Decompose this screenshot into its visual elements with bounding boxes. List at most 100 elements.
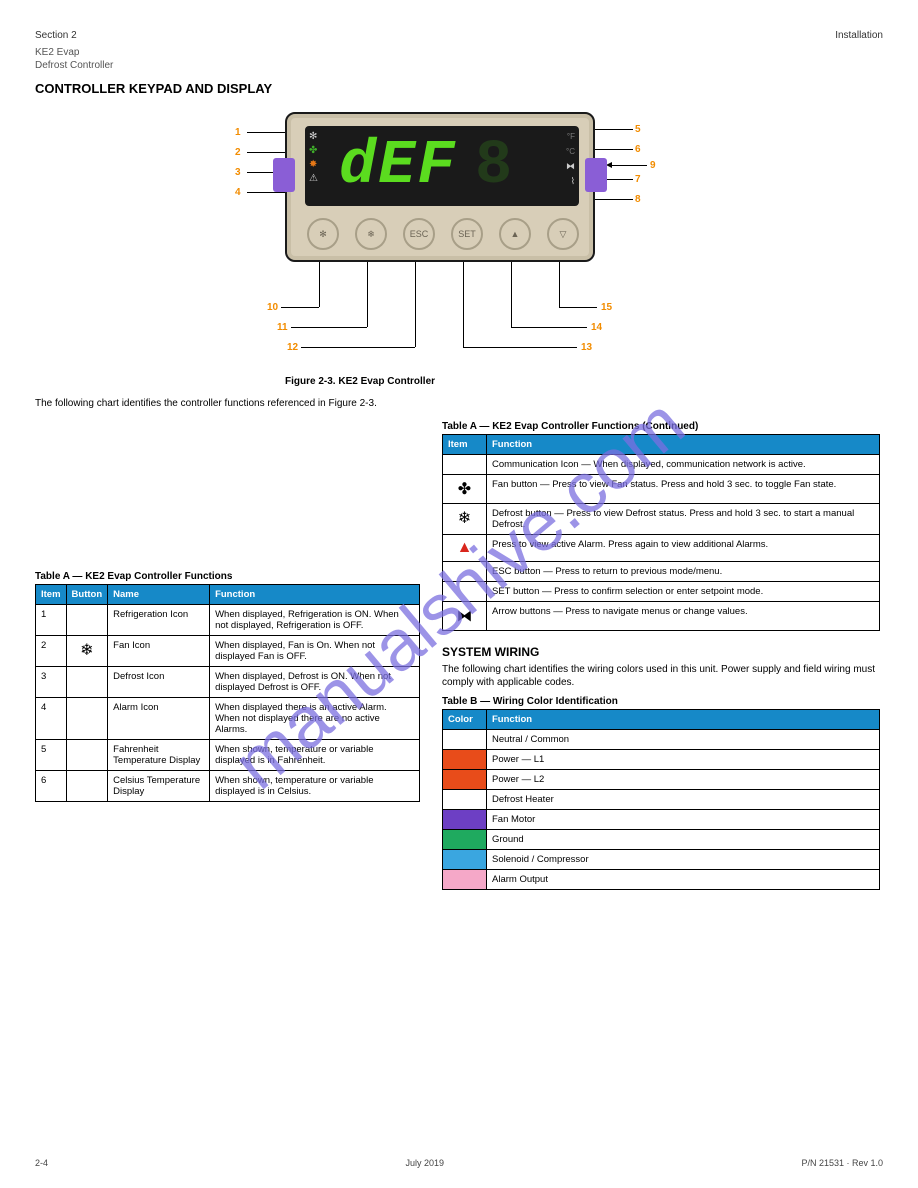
alarm-icon: ▲ [443, 534, 487, 561]
callout-line [611, 165, 647, 166]
callout-13: 13 [581, 342, 592, 353]
callout-line [281, 307, 319, 308]
alarm-icon: ⚠ [309, 174, 318, 184]
deg-c-label: °C [566, 147, 575, 156]
callout-11: 11 [277, 322, 288, 333]
page-header-bar: Section 2 Installation [35, 30, 883, 41]
cell: Defrost Heater [487, 789, 880, 809]
cell-icon [66, 770, 108, 801]
cell: Neutral / Common [487, 729, 880, 749]
cell: 4 [36, 697, 67, 739]
cell-icon [66, 739, 108, 770]
callout-5: 5 [635, 124, 641, 135]
device-figure: 1 2 3 4 5 6 7 8 9 10 [35, 102, 883, 372]
defrost-icon: ✸ [309, 160, 318, 170]
cell: Solenoid / Compressor [487, 849, 880, 869]
controller-button[interactable]: ❄ [355, 218, 387, 250]
table-row: Alarm Output [443, 869, 880, 889]
callout-12: 12 [287, 342, 298, 353]
th-name: Name [108, 584, 210, 604]
callout-line [301, 347, 415, 348]
led-readout: dEF [339, 130, 457, 201]
color-swatch [443, 729, 487, 749]
color-swatch [443, 769, 487, 789]
th-item: Item [36, 584, 67, 604]
wifi-icon: ⌇ [566, 177, 575, 186]
footer-right: P/N 21531 · Rev 1.0 [801, 1158, 883, 1168]
led-ghost-icon: 8 [475, 130, 514, 201]
callout-3: 3 [235, 167, 241, 178]
table-a-caption: Table A — KE2 Evap Controller Functions [35, 571, 420, 582]
cell: 3 [36, 666, 67, 697]
left-knob [273, 158, 295, 192]
snowflake-icon: ❄ [443, 503, 487, 534]
callout-line [415, 262, 416, 347]
network-icon: ⧓ [566, 162, 575, 171]
table-row: ▲ Press to view active Alarm. Press agai… [443, 534, 880, 561]
table-row: Color Function [443, 709, 880, 729]
controller-button-up[interactable]: ▲ [499, 218, 531, 250]
screen-left-icons: ✻ ✤ ✸ ⚠ [309, 132, 318, 184]
table-a-continued: Item Function Communication Icon — When … [442, 434, 880, 631]
table-row: Power — L1 [443, 749, 880, 769]
cell: When displayed, Refrigeration is ON. Whe… [210, 604, 420, 635]
cell: Defrost Icon [108, 666, 210, 697]
callout-line [463, 347, 577, 348]
color-swatch [443, 749, 487, 769]
right-knob [585, 158, 607, 192]
table-b: Color Function Neutral / Common Power — … [442, 709, 880, 890]
controller-button-esc[interactable]: ESC [403, 218, 435, 250]
table-row: Defrost Heater [443, 789, 880, 809]
footer-center: July 2019 [405, 1158, 444, 1168]
table-row: Neutral / Common [443, 729, 880, 749]
color-swatch [443, 789, 487, 809]
th-color: Color [443, 709, 487, 729]
table-row: 5 Fahrenheit Temperature Display When sh… [36, 739, 420, 770]
color-swatch [443, 849, 487, 869]
cell: 1 [36, 604, 67, 635]
fan-icon: ✤ [443, 474, 487, 503]
cell-icon [443, 581, 487, 601]
doc-series: KE2 Evap [35, 47, 883, 58]
callout-8: 8 [635, 194, 641, 205]
callout-6: 6 [635, 144, 641, 155]
table-a-cont-caption: Table A — KE2 Evap Controller Functions … [442, 421, 880, 432]
cell: Fan button — Press to view Fan status. P… [487, 474, 880, 503]
controller-button-row: ✻ ❄ ESC SET ▲ ▽ [307, 218, 579, 250]
wiring-body: The following chart identifies the wirin… [442, 663, 880, 690]
screen-right-icons: °F °C ⧓ ⌇ [566, 132, 575, 186]
callout-14: 14 [591, 322, 602, 333]
callout-10: 10 [267, 302, 278, 313]
snowflake-icon: ✻ [309, 132, 318, 142]
intro-paragraph: The following chart identifies the contr… [35, 397, 883, 411]
cell: SET button — Press to confirm selection … [487, 581, 880, 601]
footer-left: 2-4 [35, 1158, 48, 1168]
cell: 2 [36, 635, 67, 666]
callout-line [559, 307, 597, 308]
controller-button-down[interactable]: ▽ [547, 218, 579, 250]
cell-icon [66, 666, 108, 697]
cell: When displayed, Fan is On. When not disp… [210, 635, 420, 666]
cell: Power — L1 [487, 749, 880, 769]
table-row: ESC button — Press to return to previous… [443, 561, 880, 581]
cell: Celsius Temperature Display [108, 770, 210, 801]
callout-2: 2 [235, 147, 241, 158]
th-function: Function [487, 709, 880, 729]
table-row: 1 Refrigeration Icon When displayed, Ref… [36, 604, 420, 635]
doc-model: Defrost Controller [35, 60, 883, 71]
cell: 5 [36, 739, 67, 770]
table-row: ❄ Defrost button — Press to view Defrost… [443, 503, 880, 534]
deg-f-label: °F [566, 132, 575, 141]
table-row: Solenoid / Compressor [443, 849, 880, 869]
cell: Communication Icon — When displayed, com… [487, 454, 880, 474]
table-row: 4 Alarm Icon When displayed there is an … [36, 697, 420, 739]
table-row: Fan Motor [443, 809, 880, 829]
callout-line [511, 262, 512, 327]
callout-4: 4 [235, 187, 241, 198]
controller-button-set[interactable]: SET [451, 218, 483, 250]
cell-icon [66, 604, 108, 635]
controller-button[interactable]: ✻ [307, 218, 339, 250]
th-function: Function [210, 584, 420, 604]
section-label: Section 2 [35, 30, 77, 41]
callout-9: 9 [650, 160, 656, 171]
